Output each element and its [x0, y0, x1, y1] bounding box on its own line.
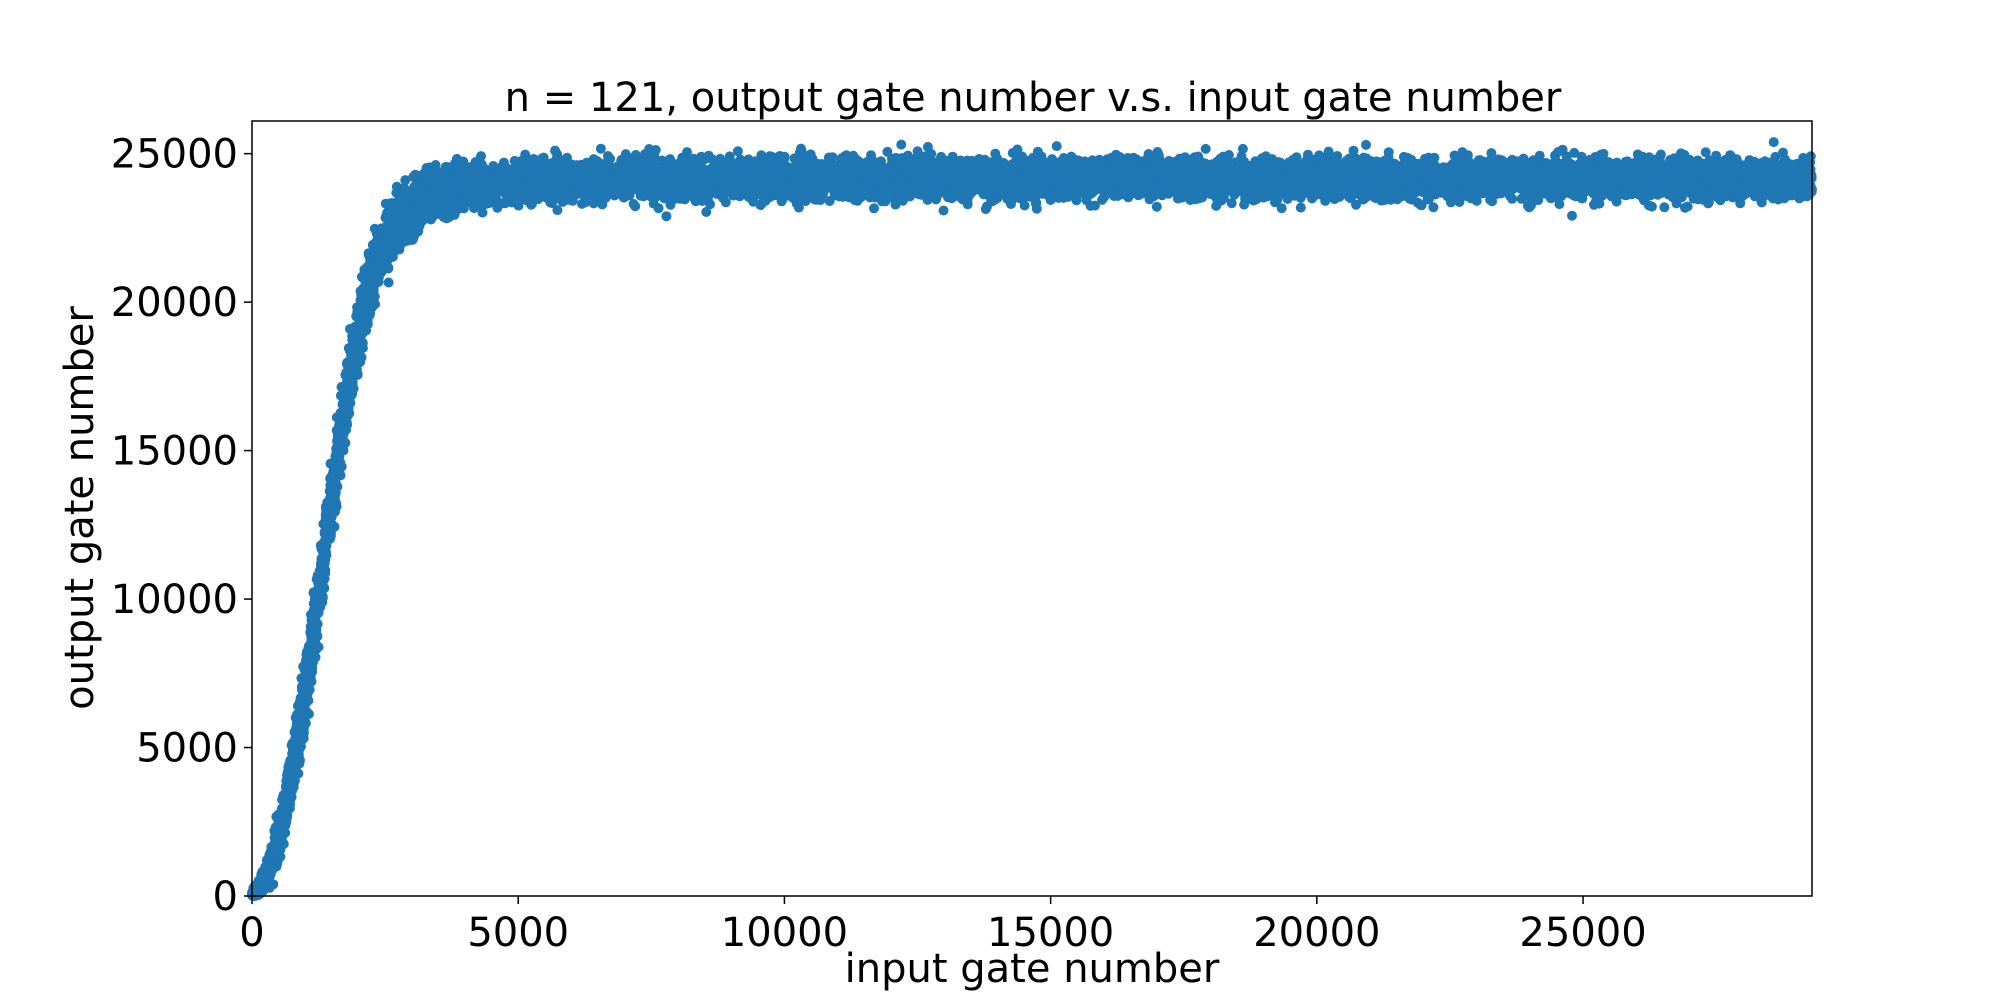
- data-point: [1276, 203, 1287, 214]
- data-point: [897, 195, 908, 206]
- data-point: [1348, 145, 1359, 156]
- data-point: [869, 203, 879, 214]
- data-point: [661, 211, 672, 222]
- data-point: [1089, 200, 1100, 211]
- data-point: [896, 139, 907, 150]
- data-point: [1151, 201, 1162, 212]
- data-point: [732, 146, 743, 157]
- data-point: [1106, 152, 1117, 163]
- data-point: [1768, 137, 1779, 148]
- data-point: [580, 197, 591, 208]
- data-point: [550, 145, 561, 156]
- data-point: [1445, 197, 1456, 208]
- data-point: [1323, 146, 1334, 157]
- data-point: [882, 146, 893, 157]
- data-points: [247, 137, 1817, 901]
- data-point: [1237, 143, 1248, 154]
- data-point: [1051, 141, 1062, 152]
- data-point: [1590, 152, 1601, 162]
- data-point: [1428, 202, 1439, 213]
- data-point: [477, 207, 488, 218]
- data-point: [595, 143, 606, 154]
- chart-title: n = 121, output gate number v.s. input g…: [505, 75, 1562, 121]
- data-point: [492, 202, 503, 213]
- data-point: [1671, 198, 1682, 209]
- data-point: [1295, 202, 1306, 213]
